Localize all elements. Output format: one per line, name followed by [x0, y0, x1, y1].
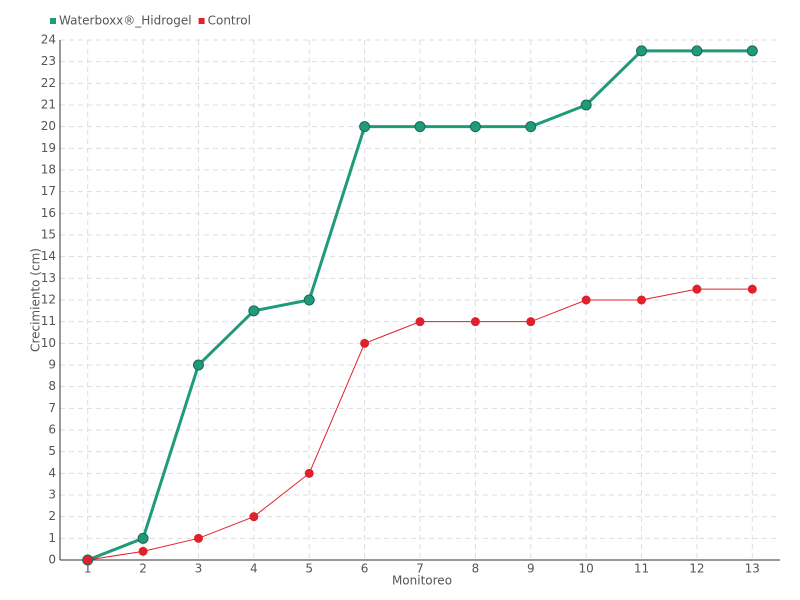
x-tick-label: 8: [472, 562, 480, 576]
data-point: [636, 45, 648, 57]
y-tick-label: 22: [41, 76, 56, 90]
x-tick-label: 2: [139, 562, 147, 576]
y-tick-label: 14: [41, 249, 56, 263]
y-tick-label: 11: [41, 314, 56, 328]
data-point: [249, 512, 259, 522]
x-tick-label: 12: [689, 562, 704, 576]
data-point: [360, 338, 370, 348]
y-tick-label: 2: [48, 509, 56, 523]
x-tick-label: 7: [416, 562, 424, 576]
y-tick-label: 19: [41, 141, 56, 155]
data-point: [304, 468, 314, 478]
data-point: [415, 317, 425, 327]
y-tick-label: 5: [48, 444, 56, 458]
y-tick-label: 13: [41, 271, 56, 285]
y-tick-label: 16: [41, 206, 56, 220]
data-point: [469, 121, 481, 133]
data-point: [83, 555, 93, 565]
y-tick-label: 8: [48, 379, 56, 393]
data-point: [581, 295, 591, 305]
legend-swatch: [50, 18, 56, 24]
data-point: [138, 546, 148, 556]
x-tick-label: 4: [250, 562, 258, 576]
data-point: [359, 121, 371, 133]
data-point: [692, 284, 702, 294]
x-tick-label: 9: [527, 562, 535, 576]
x-tick-label: 11: [634, 562, 649, 576]
legend-swatch: [198, 18, 205, 24]
y-axis-label: Crecimiento (cm): [29, 248, 43, 352]
x-tick-label: 6: [361, 562, 369, 576]
y-tick-label: 20: [41, 119, 56, 133]
y-tick-label: 1: [48, 531, 56, 545]
data-point: [137, 532, 149, 544]
y-tick-label: 24: [41, 33, 56, 47]
x-tick-label: 5: [305, 562, 313, 576]
y-tick-label: 3: [48, 488, 56, 502]
y-tick-label: 23: [41, 54, 56, 68]
legend-label: Control: [208, 14, 251, 28]
data-point: [248, 305, 260, 317]
data-point: [525, 121, 537, 133]
data-point: [414, 121, 426, 133]
y-tick-label: 7: [48, 401, 56, 415]
y-tick-label: 0: [48, 553, 56, 567]
data-point: [193, 533, 203, 543]
y-tick-label: 21: [41, 98, 56, 112]
y-tick-label: 18: [41, 163, 56, 177]
data-point: [580, 99, 592, 111]
y-tick-label: 15: [41, 228, 56, 242]
data-point: [526, 317, 536, 327]
y-tick-label: 4: [48, 466, 56, 480]
data-point: [691, 45, 703, 57]
data-point: [303, 294, 315, 306]
x-axis-label: Monitoreo: [392, 574, 452, 588]
x-tick-label: 3: [195, 562, 203, 576]
data-point: [746, 45, 758, 57]
y-tick-label: 10: [41, 336, 56, 350]
y-tick-label: 17: [41, 184, 56, 198]
y-tick-label: 9: [48, 358, 56, 372]
data-point: [470, 317, 480, 327]
x-tick-label: 13: [745, 562, 760, 576]
data-point: [747, 284, 757, 294]
y-tick-label: 12: [41, 293, 56, 307]
data-point: [192, 359, 204, 371]
data-point: [637, 295, 647, 305]
legend-label: Waterboxx®_Hidrogel: [59, 14, 192, 28]
x-tick-label: 1: [84, 562, 92, 576]
x-tick-label: 10: [579, 562, 594, 576]
y-tick-label: 6: [48, 423, 56, 437]
